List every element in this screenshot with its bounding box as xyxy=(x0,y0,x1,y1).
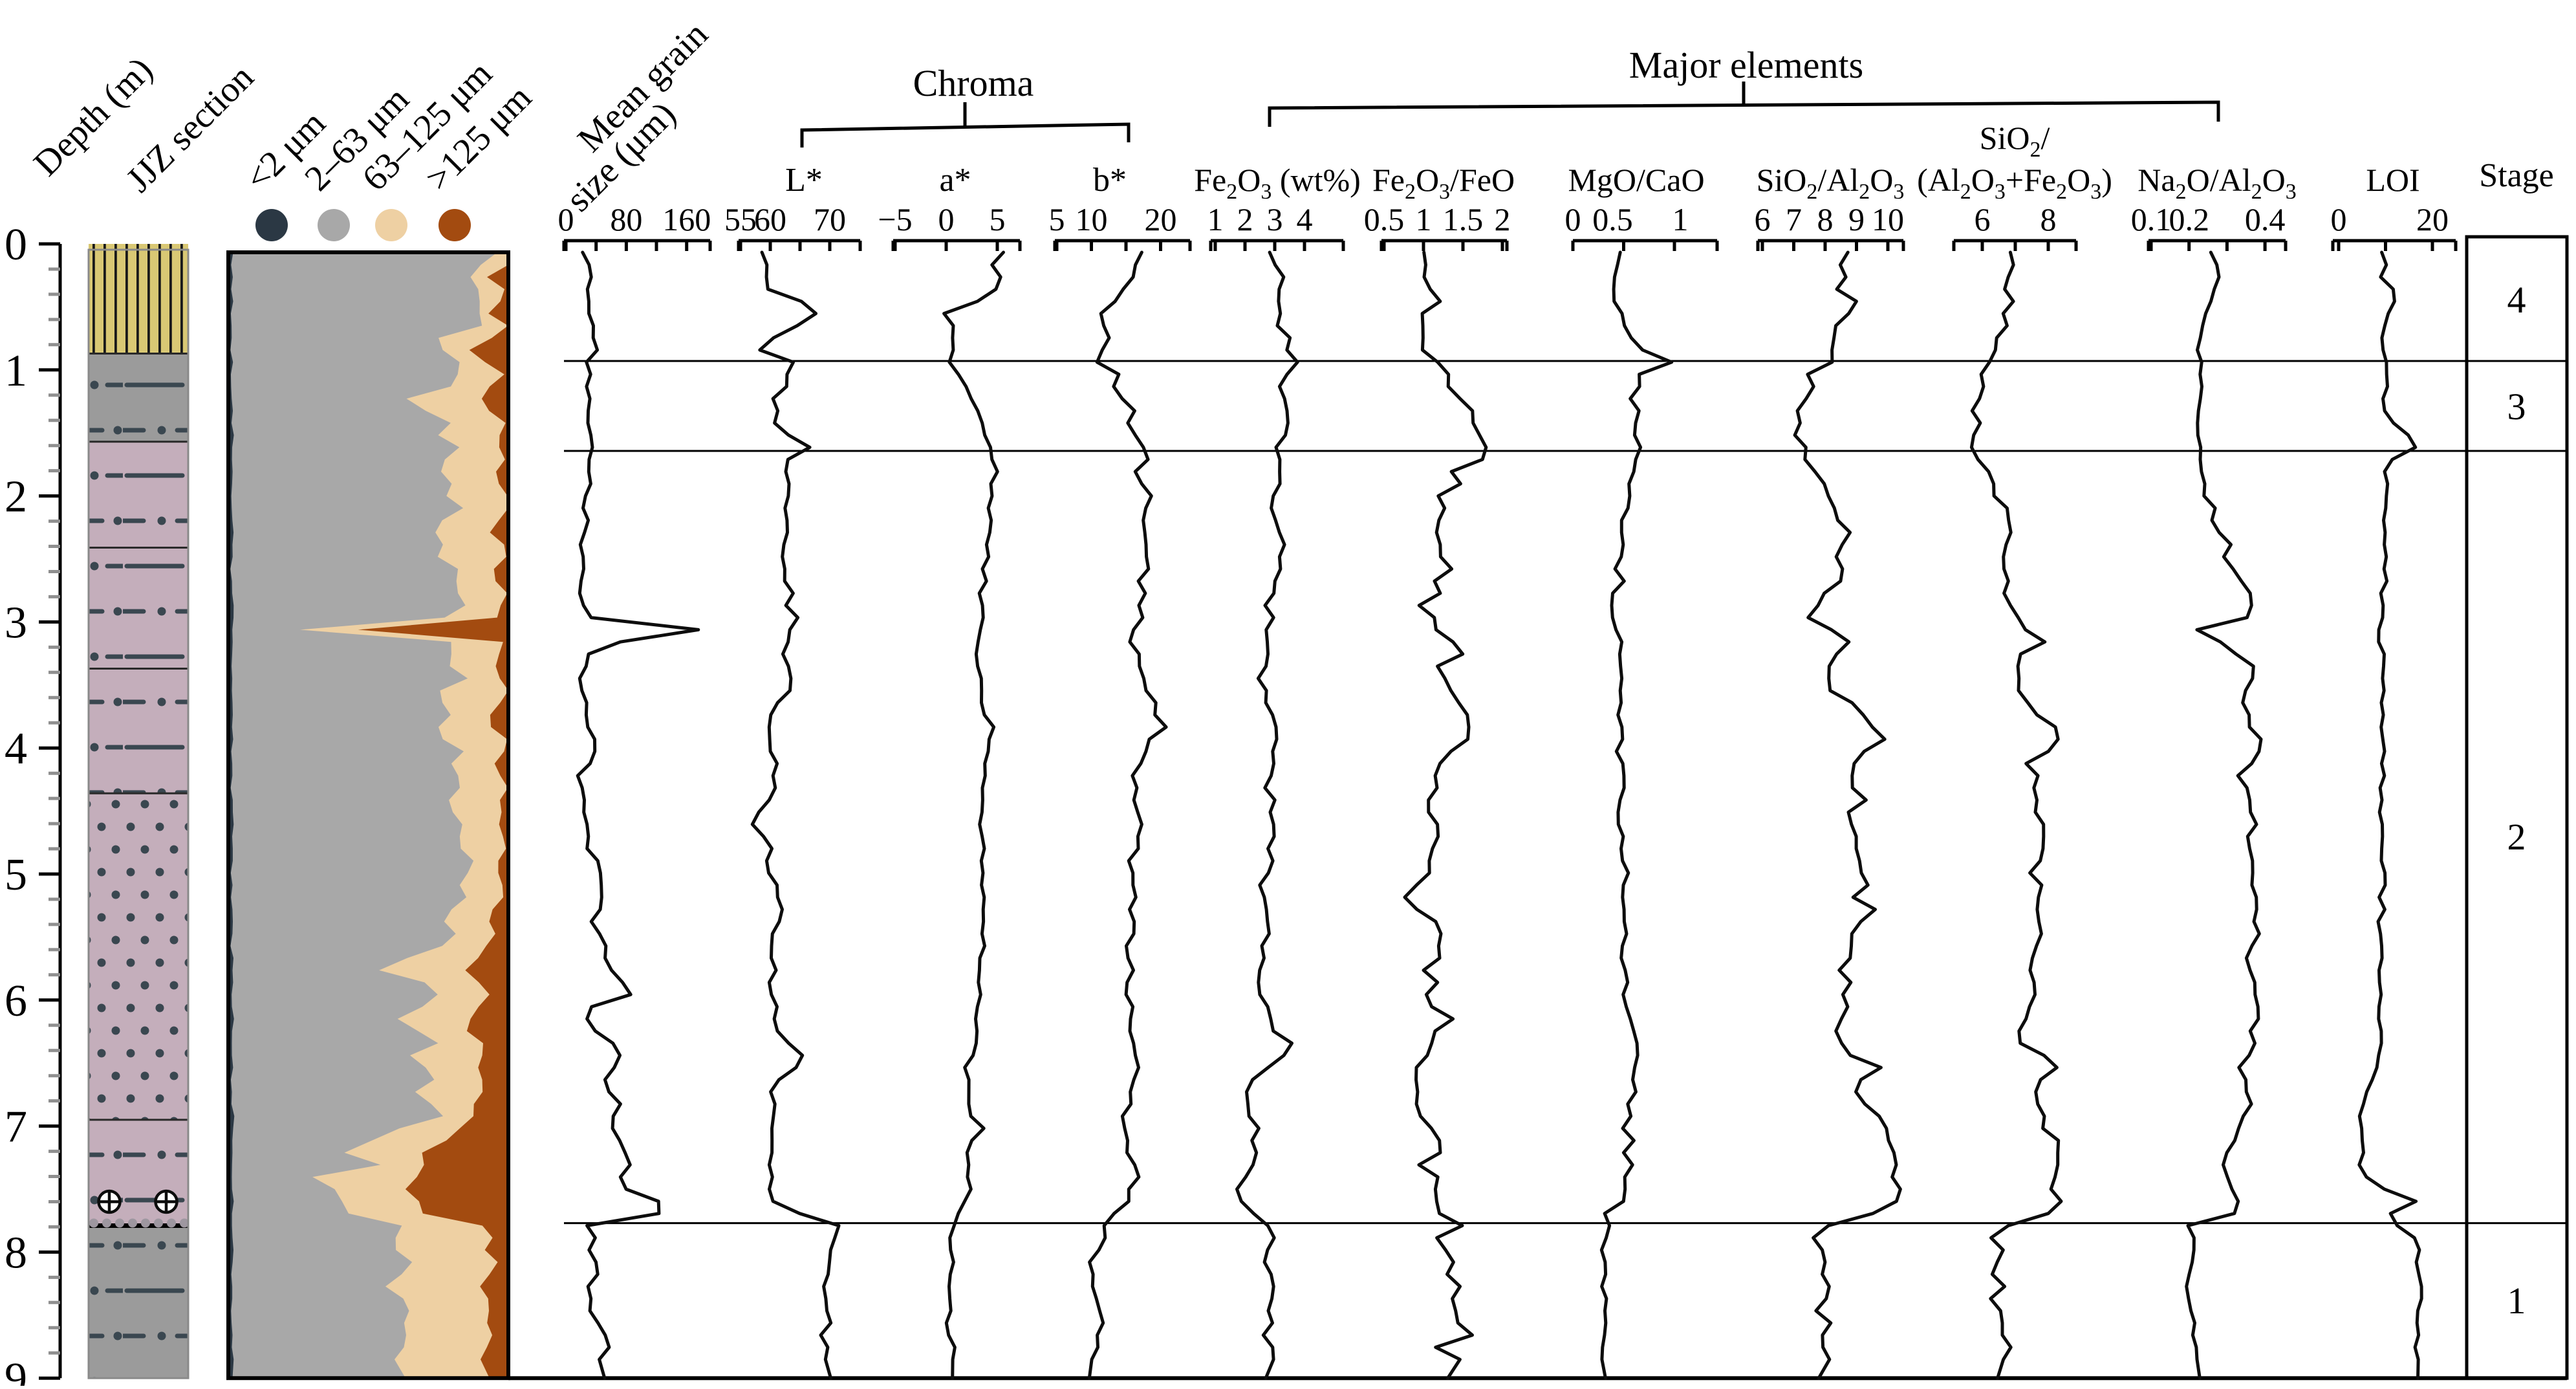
svg-text:7: 7 xyxy=(5,1102,27,1152)
svg-text:0.5: 0.5 xyxy=(1592,201,1633,237)
svg-text:0.5: 0.5 xyxy=(1364,201,1405,237)
svg-text:Stage: Stage xyxy=(2479,157,2554,194)
svg-text:LOI: LOI xyxy=(2366,162,2419,198)
svg-text:0: 0 xyxy=(1565,201,1581,237)
svg-text:1.5: 1.5 xyxy=(1443,201,1484,237)
svg-text:Fe2O3 (wt%): Fe2O3 (wt%) xyxy=(1194,162,1361,204)
svg-text:2: 2 xyxy=(5,472,27,522)
svg-text:2: 2 xyxy=(1495,201,1511,237)
svg-text:5: 5 xyxy=(990,201,1006,237)
svg-text:0: 0 xyxy=(5,220,27,270)
svg-text:3: 3 xyxy=(1267,201,1283,237)
svg-text:1: 1 xyxy=(1672,201,1689,237)
svg-text:8: 8 xyxy=(1817,201,1834,237)
svg-text:6: 6 xyxy=(5,976,27,1026)
svg-text:1: 1 xyxy=(5,346,27,396)
svg-text:−5: −5 xyxy=(878,201,912,237)
svg-text:70: 70 xyxy=(814,201,846,237)
svg-text:Fe2O3/FeO: Fe2O3/FeO xyxy=(1372,162,1515,204)
svg-text:L*: L* xyxy=(785,162,823,199)
svg-text:b*: b* xyxy=(1093,162,1127,199)
svg-text:2: 2 xyxy=(2507,816,2526,858)
svg-text:1: 1 xyxy=(1207,201,1224,237)
svg-text:0.2: 0.2 xyxy=(2169,201,2209,237)
svg-text:5: 5 xyxy=(5,850,27,900)
svg-text:8: 8 xyxy=(5,1228,27,1278)
svg-text:80: 80 xyxy=(610,201,642,237)
svg-text:20: 20 xyxy=(1145,201,1177,237)
svg-text:4: 4 xyxy=(1297,201,1313,237)
svg-text:20: 20 xyxy=(2416,201,2449,237)
svg-text:0: 0 xyxy=(2331,201,2347,237)
svg-text:Chroma: Chroma xyxy=(913,62,1034,104)
svg-text:4: 4 xyxy=(2507,279,2526,321)
svg-text:9: 9 xyxy=(5,1354,27,1386)
svg-text:SiO2/Al2O3: SiO2/Al2O3 xyxy=(1757,162,1905,204)
svg-text:a*: a* xyxy=(939,162,971,199)
svg-text:6: 6 xyxy=(1755,201,1771,237)
svg-text:3: 3 xyxy=(2507,386,2526,428)
svg-text:6: 6 xyxy=(1975,201,1991,237)
svg-text:0: 0 xyxy=(558,201,574,237)
svg-text:10: 10 xyxy=(1076,201,1108,237)
svg-text:1: 1 xyxy=(2507,1280,2526,1322)
svg-text:MgO/CaO: MgO/CaO xyxy=(1568,162,1704,198)
svg-text:Major elements: Major elements xyxy=(1629,44,1863,86)
svg-text:1: 1 xyxy=(1416,201,1432,237)
svg-text:SiO2/: SiO2/ xyxy=(1980,120,2050,162)
svg-text:Na2O/Al2O3: Na2O/Al2O3 xyxy=(2138,162,2296,204)
svg-text:2: 2 xyxy=(1237,201,1253,237)
svg-text:4: 4 xyxy=(5,724,27,774)
svg-text:3: 3 xyxy=(5,598,27,648)
svg-text:55: 55 xyxy=(724,201,757,237)
svg-text:10: 10 xyxy=(1872,201,1904,237)
svg-text:(Al2O3+Fe2O3): (Al2O3+Fe2O3) xyxy=(1917,162,2112,204)
svg-text:0.4: 0.4 xyxy=(2245,201,2286,237)
svg-text:9: 9 xyxy=(1848,201,1865,237)
svg-text:0.1: 0.1 xyxy=(2131,201,2172,237)
svg-text:160: 160 xyxy=(662,201,711,237)
svg-text:60: 60 xyxy=(754,201,786,237)
svg-text:0: 0 xyxy=(938,201,955,237)
svg-text:5: 5 xyxy=(1049,201,1065,237)
svg-text:8: 8 xyxy=(2040,201,2057,237)
svg-text:7: 7 xyxy=(1786,201,1802,237)
